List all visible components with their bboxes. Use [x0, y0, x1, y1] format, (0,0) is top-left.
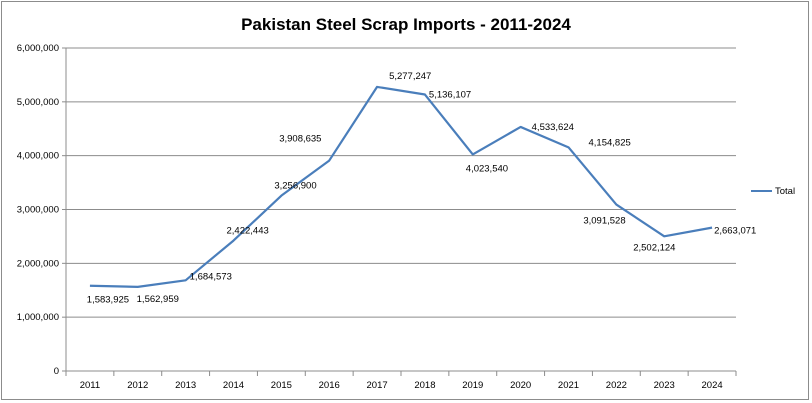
legend: Total [751, 186, 795, 197]
data-label: 4,023,540 [466, 163, 508, 174]
series-line-total [89, 85, 713, 288]
data-label: 5,277,247 [389, 71, 431, 82]
data-label: 2,502,124 [633, 242, 675, 253]
data-labels: 1,583,925 1,562,959 1,684,573 2,422,443 3,25… [87, 71, 757, 306]
x-tick-label: 2017 [367, 380, 388, 391]
x-tick-label: 2012 [127, 380, 148, 391]
x-tick-label: 2016 [319, 380, 340, 391]
data-label: 4,154,825 [589, 137, 631, 148]
y-axis: 0 1,000,000 2,000,000 3,000,000 4,000,000 5,0… [17, 43, 67, 377]
x-tick-label: 2015 [271, 380, 292, 391]
x-tick-label: 2020 [510, 380, 531, 391]
x-tick-label: 2024 [702, 380, 723, 391]
y-tick-label: 3,000,000 [17, 205, 59, 216]
data-label: 5,136,107 [429, 90, 471, 101]
data-label: 1,583,925 [87, 295, 129, 306]
data-label: 3,091,528 [583, 216, 625, 227]
data-label: 1,562,959 [137, 294, 179, 305]
x-tick-label: 2014 [223, 380, 244, 391]
x-tick-label: 2019 [462, 380, 483, 391]
data-label: 3,908,635 [279, 134, 321, 145]
y-tick-label: 1,000,000 [17, 312, 59, 323]
x-axis: 2011 2012 2013 2014 2015 2016 2017 2018 2019 2020… [65, 370, 737, 391]
y-tick-label: 2,000,000 [17, 258, 59, 269]
y-tick-label: 0 [54, 366, 59, 377]
data-label: 2,422,443 [227, 226, 269, 237]
data-label: 4,533,624 [532, 122, 574, 133]
x-tick-label: 2021 [558, 380, 579, 391]
data-label: 1,684,573 [190, 271, 232, 282]
gridlines [66, 47, 736, 318]
x-tick-label: 2013 [175, 380, 196, 391]
chart-title: Pakistan Steel Scrap Imports - 2011-2024 [241, 15, 571, 34]
x-tick-label: 2023 [654, 380, 675, 391]
legend-entry-total: Total [775, 186, 795, 197]
data-label: 3,256,900 [274, 181, 316, 192]
x-tick-label: 2022 [606, 380, 627, 391]
x-tick-label: 2018 [414, 380, 435, 391]
data-label: 2,663,071 [714, 226, 756, 237]
y-tick-label: 6,000,000 [17, 43, 59, 54]
y-tick-label: 5,000,000 [17, 97, 59, 108]
series-layer [89, 85, 713, 288]
y-tick-label: 4,000,000 [17, 151, 59, 162]
x-tick-label: 2011 [80, 380, 100, 391]
